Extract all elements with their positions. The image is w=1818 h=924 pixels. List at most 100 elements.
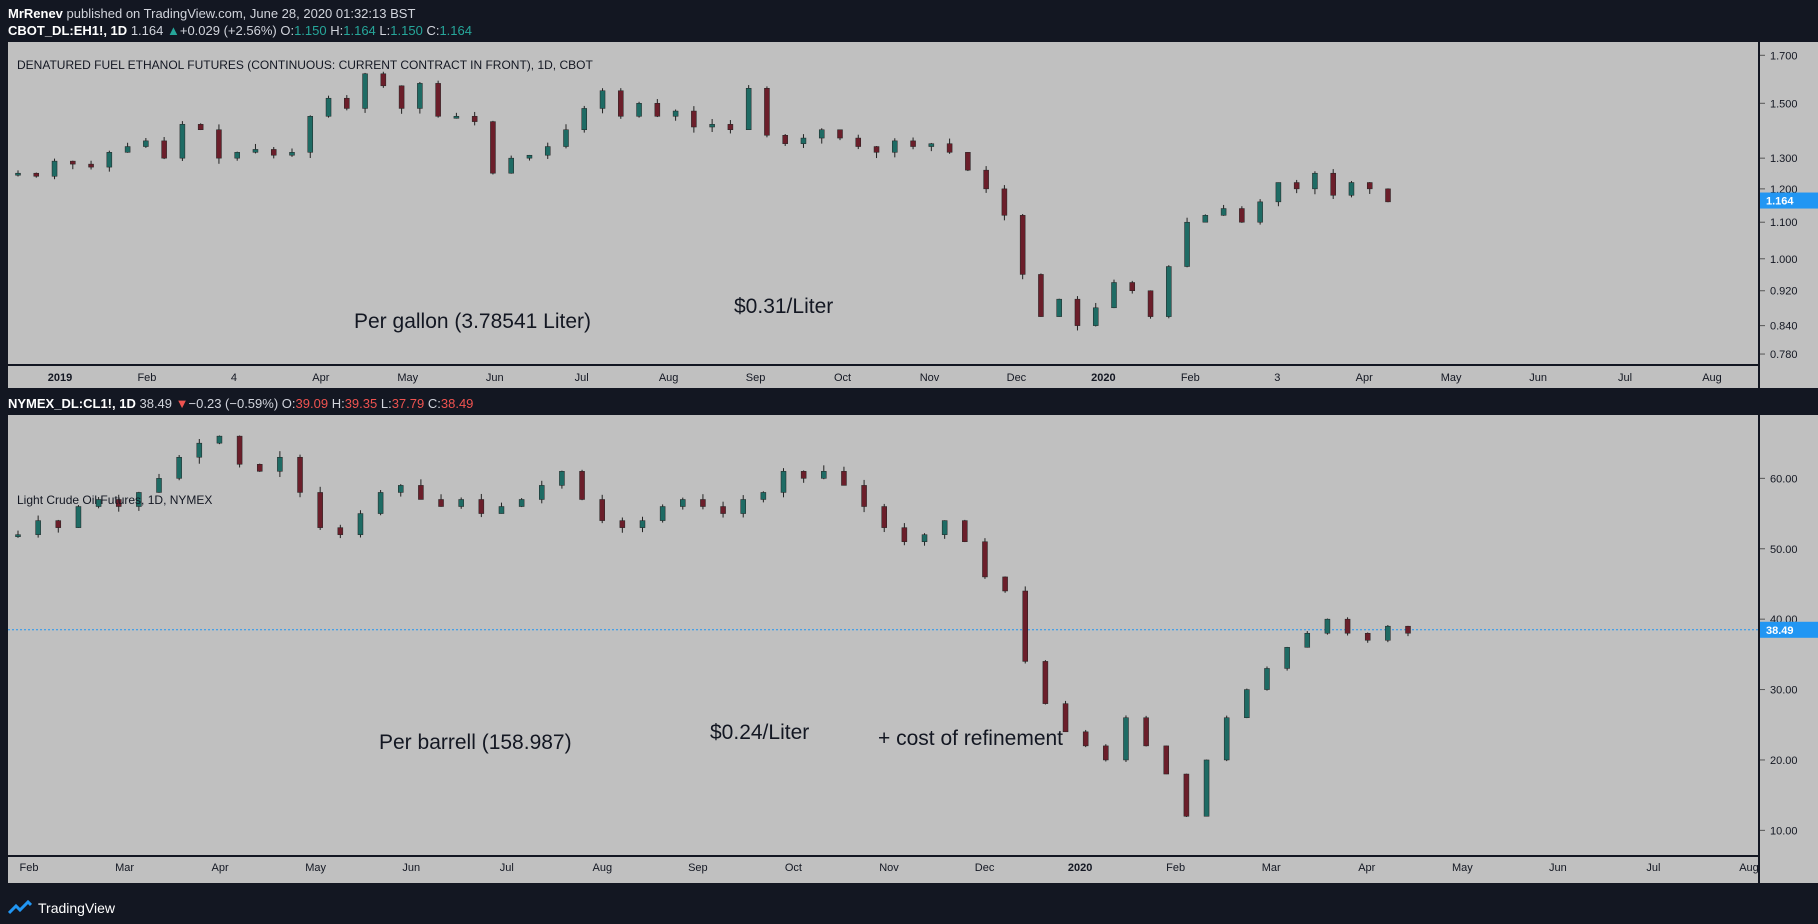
candle-body	[471, 116, 478, 122]
candle-body	[1074, 298, 1081, 326]
x-tick-label: 2020	[1068, 862, 1092, 874]
candle-body	[691, 110, 697, 128]
candle-body	[861, 485, 867, 507]
candle-body	[1364, 632, 1371, 641]
candle-body	[88, 163, 94, 168]
candle-body	[579, 471, 585, 500]
candle-body	[277, 456, 283, 472]
candle-body	[270, 149, 277, 156]
bottom-time-axis[interactable]: Feb Mar Apr May Jun Jul Aug Sep Oct Nov Dec 2020 Feb…	[8, 857, 1759, 883]
x-tick-label: Dec	[1007, 372, 1027, 384]
y-tick-label: 1.000	[1770, 254, 1798, 266]
candle-body	[782, 135, 788, 144]
candle-body	[1143, 717, 1149, 747]
candle-body	[337, 527, 344, 535]
candle-body	[1103, 745, 1109, 761]
candle-body	[1123, 717, 1129, 761]
candle-body	[983, 169, 989, 190]
down-triangle-icon: ▼	[175, 396, 189, 411]
candle-body	[1183, 773, 1190, 817]
candle-body	[216, 435, 223, 444]
tradingview-logo-icon	[8, 900, 32, 915]
up-triangle-icon: ▲	[166, 23, 180, 38]
candle-body	[659, 506, 666, 521]
x-tick-label: Sep	[688, 862, 708, 874]
y-tick-label: 60.00	[1770, 473, 1798, 485]
candle-body	[619, 520, 626, 528]
y-tick-label: 10.00	[1770, 825, 1798, 837]
candle-body	[95, 499, 102, 507]
candle-body	[1385, 625, 1391, 641]
candle-body	[1129, 282, 1136, 291]
candle-body	[1038, 274, 1044, 317]
y-tick-label: 1.300	[1770, 153, 1798, 165]
x-tick-label: Aug	[659, 372, 679, 384]
candle-body	[1092, 307, 1099, 326]
candle-body	[837, 129, 843, 139]
candle-body	[196, 442, 203, 458]
x-tick-label: Apr	[212, 862, 229, 874]
candle-body	[618, 90, 624, 117]
top-symbol[interactable]: CBOT_DL:EH1!, 1D	[8, 23, 128, 38]
candle-body	[317, 492, 323, 528]
bottom-chart-title: Light Crude Oil Futures, 1D, NYMEX	[17, 493, 213, 507]
bottom-close: 38.49	[440, 396, 474, 411]
author-name[interactable]: MrRenev	[8, 6, 63, 21]
candle-body	[1344, 618, 1351, 634]
candle-body	[1062, 703, 1069, 733]
candle-body	[1366, 182, 1373, 190]
bottom-note-price-per-liter: $0.24/Liter	[710, 721, 810, 744]
candle-body	[307, 116, 314, 153]
x-tick-label: May	[397, 372, 418, 384]
candle-body	[435, 83, 441, 117]
candle-body	[745, 88, 752, 130]
candle-body	[1056, 298, 1062, 317]
bottom-chart-pane[interactable]	[8, 415, 1758, 855]
candle-body	[70, 160, 76, 165]
candle-body	[727, 124, 734, 130]
x-tick-label: Oct	[785, 862, 802, 874]
candle-body	[115, 499, 122, 507]
top-time-axis[interactable]: 2019 Feb 4 Apr May Jun Jul Aug Sep Oct Nov Dec 2020 F…	[8, 366, 1758, 388]
candle-body	[478, 499, 485, 514]
x-tick-label: Feb	[20, 862, 39, 874]
x-tick-label: Jun	[1529, 372, 1547, 384]
x-tick-label: Feb	[137, 372, 156, 384]
candle-body	[709, 124, 715, 128]
bottom-change: −0.23 (−0.59%)	[188, 396, 279, 411]
candle-body	[1147, 290, 1154, 317]
top-close: 1.164	[439, 23, 472, 38]
y-tick-label: 0.840	[1770, 321, 1798, 333]
candle-body	[234, 152, 240, 159]
candle-body	[518, 499, 525, 507]
candle-body	[1244, 689, 1250, 718]
candle-body	[892, 140, 898, 153]
candle-body	[156, 478, 162, 493]
candle-body	[965, 152, 971, 171]
candle-body	[1163, 745, 1170, 775]
footer-brand-label: TradingView	[38, 900, 116, 916]
top-chart-pane[interactable]	[8, 42, 1758, 364]
candle-body	[1293, 182, 1300, 190]
bottom-price-axis[interactable]: 60.00 50.00 40.00 30.00 20.00 10.00 38.49	[1760, 415, 1818, 883]
bottom-symbol[interactable]: NYMEX_DL:CL1!, 1D	[8, 396, 136, 411]
bottom-low: 37.79	[391, 396, 425, 411]
candle-body	[599, 90, 606, 109]
candle-body	[15, 172, 21, 176]
candle-body	[136, 492, 142, 507]
publish-info: published on TradingView.com, June 28, 2…	[66, 6, 416, 21]
footer-brand[interactable]: TradingView	[8, 900, 115, 916]
candle-body	[216, 129, 222, 159]
candle-body	[1284, 647, 1290, 669]
bottom-high: 39.35	[344, 396, 378, 411]
top-price-axis[interactable]: 1.700 1.500 1.300 1.200 1.100 1.000 0.920 0.840…	[1760, 42, 1818, 388]
candle-body	[680, 499, 686, 507]
candle-body	[1312, 172, 1318, 190]
candle-body	[106, 152, 113, 168]
x-tick-label: May	[1452, 862, 1473, 874]
x-tick-label: Jun	[402, 862, 420, 874]
last-price-tag	[1760, 621, 1818, 638]
bottom-ohlc-legend: NYMEX_DL:CL1!, 1D 38.49 ▼−0.23 (−0.59%) …	[8, 396, 474, 411]
candle-body	[1324, 618, 1331, 634]
candle-body	[800, 471, 807, 479]
